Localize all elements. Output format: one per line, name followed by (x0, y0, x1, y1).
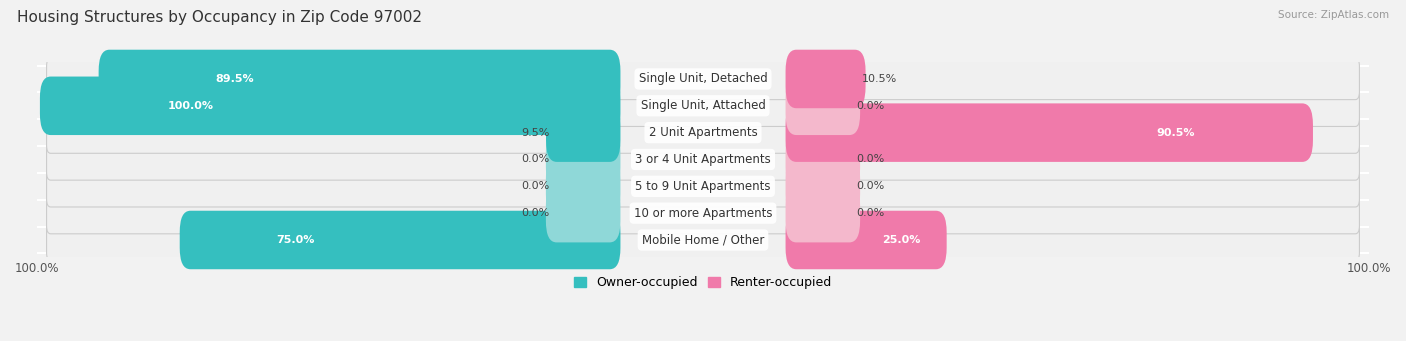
Text: Single Unit, Attached: Single Unit, Attached (641, 99, 765, 112)
FancyBboxPatch shape (39, 76, 620, 135)
Text: 0.0%: 0.0% (856, 154, 884, 164)
FancyBboxPatch shape (546, 130, 620, 189)
Text: 100.0%: 100.0% (167, 101, 214, 111)
FancyBboxPatch shape (98, 50, 620, 108)
Text: 3 or 4 Unit Apartments: 3 or 4 Unit Apartments (636, 153, 770, 166)
FancyBboxPatch shape (46, 192, 1360, 234)
Text: 89.5%: 89.5% (215, 74, 253, 84)
FancyBboxPatch shape (546, 184, 620, 242)
FancyBboxPatch shape (786, 211, 946, 269)
FancyBboxPatch shape (46, 85, 1360, 127)
FancyBboxPatch shape (546, 103, 620, 162)
Text: 75.0%: 75.0% (276, 235, 315, 245)
Text: 2 Unit Apartments: 2 Unit Apartments (648, 126, 758, 139)
Text: 0.0%: 0.0% (522, 181, 550, 191)
FancyBboxPatch shape (786, 103, 1313, 162)
FancyBboxPatch shape (46, 112, 1360, 153)
FancyBboxPatch shape (786, 130, 860, 189)
Text: Single Unit, Detached: Single Unit, Detached (638, 72, 768, 86)
Legend: Owner-occupied, Renter-occupied: Owner-occupied, Renter-occupied (568, 271, 838, 294)
Text: Mobile Home / Other: Mobile Home / Other (641, 234, 765, 247)
FancyBboxPatch shape (46, 58, 1360, 100)
Text: 10.5%: 10.5% (862, 74, 897, 84)
FancyBboxPatch shape (786, 76, 860, 135)
Text: Source: ZipAtlas.com: Source: ZipAtlas.com (1278, 10, 1389, 20)
Text: 0.0%: 0.0% (856, 101, 884, 111)
Text: 0.0%: 0.0% (522, 154, 550, 164)
Text: 0.0%: 0.0% (856, 208, 884, 218)
Text: 90.5%: 90.5% (1157, 128, 1195, 138)
FancyBboxPatch shape (180, 211, 620, 269)
Text: 10 or more Apartments: 10 or more Apartments (634, 207, 772, 220)
FancyBboxPatch shape (786, 184, 860, 242)
Text: 9.5%: 9.5% (522, 128, 550, 138)
Text: 0.0%: 0.0% (856, 181, 884, 191)
FancyBboxPatch shape (46, 166, 1360, 207)
FancyBboxPatch shape (46, 139, 1360, 180)
FancyBboxPatch shape (786, 50, 866, 108)
FancyBboxPatch shape (546, 157, 620, 216)
Text: Housing Structures by Occupancy in Zip Code 97002: Housing Structures by Occupancy in Zip C… (17, 10, 422, 25)
Text: 25.0%: 25.0% (882, 235, 921, 245)
FancyBboxPatch shape (786, 157, 860, 216)
Text: 0.0%: 0.0% (522, 208, 550, 218)
FancyBboxPatch shape (46, 219, 1360, 261)
Text: 5 to 9 Unit Apartments: 5 to 9 Unit Apartments (636, 180, 770, 193)
